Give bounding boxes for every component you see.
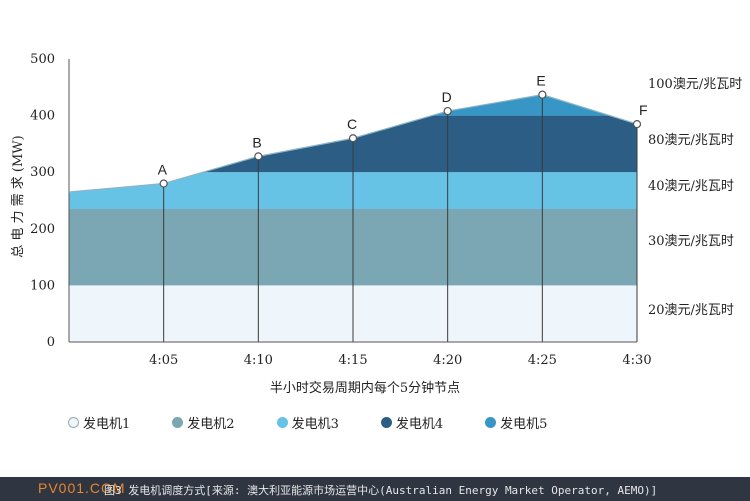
point-label: B [252, 134, 261, 150]
price-label: 30澳元/兆瓦时 [648, 233, 734, 249]
site-logo: PV001.COM [38, 480, 126, 496]
x-tick-label: 4:10 [244, 353, 273, 368]
x-tick-label: 4:20 [433, 353, 462, 368]
legend-swatch [276, 416, 288, 428]
point-label: A [158, 162, 168, 178]
demand-point [254, 152, 263, 161]
drop-lines [163, 94, 638, 342]
figure-caption: 图3 发电机调度方式[来源: 澳大利亚能源市场运营中心(Australian E… [104, 484, 658, 497]
y-tick-label: 0 [47, 335, 55, 350]
demand-point [348, 134, 358, 143]
legend-item: 发电机1 [68, 413, 130, 432]
legend-label: 发电机3 [291, 416, 339, 432]
footer-bar: PV001.COM 图3 发电机调度方式[来源: 澳大利亚能源市场运营中心(Au… [0, 477, 750, 501]
x-tick-label: 4:05 [149, 353, 178, 368]
demand-point [159, 179, 168, 188]
y-axis-title: 总 电 力 需 求 (MW) [11, 135, 26, 257]
price-label: 100澳元/兆瓦时 [648, 76, 742, 92]
y-tick-label: 200 [30, 222, 55, 237]
legend-label: 发电机4 [395, 416, 444, 432]
legend-label: 发电机1 [83, 416, 131, 432]
legend-swatch [485, 416, 497, 428]
demand-point [443, 106, 452, 116]
y-tick-label: 500 [30, 52, 55, 67]
demand-point [632, 119, 642, 129]
x-tick-label: 4:30 [622, 353, 651, 368]
demand-points: A B C D E F [68, 73, 648, 193]
point-label: D [442, 89, 452, 105]
price-label: 40澳元/兆瓦时 [648, 178, 734, 194]
x-axis-title: 半小时交易周期内每个5分钟节点 [270, 380, 460, 396]
price-labels: 100澳元/兆瓦时 80澳元/兆瓦时 40澳元/兆瓦时 30澳元/兆瓦时 20澳元/兆瓦… [648, 76, 742, 318]
point-label: F [639, 102, 648, 118]
y-tick-label: 400 [30, 109, 55, 124]
demand-point [538, 90, 547, 99]
x-tick-label: 4:15 [338, 353, 367, 368]
legend-label: 发电机2 [187, 416, 235, 432]
band-发电机5 [69, 94, 637, 116]
axes [68, 59, 637, 343]
legend-swatch [68, 416, 79, 428]
price-label: 20澳元/兆瓦时 [648, 302, 734, 318]
legend-swatch [172, 416, 184, 428]
tick-labels: 0 100 200 300 400 500 4:05 4:10 4:15 4:20 4:25 4:30 [30, 52, 651, 368]
point-label: E [536, 73, 545, 89]
chart: 0 100 200 300 400 500 4:05 4:10 4:15 4:20 4:25 4:30… [11, 52, 742, 396]
y-tick-label: 100 [30, 278, 55, 293]
legend-item: 发电机4 [380, 413, 444, 432]
legend: 发电机1 发电机2 发电机3 发电机4 发电机5 [68, 410, 688, 434]
price-label: 80澳元/兆瓦时 [648, 132, 734, 148]
legend-label: 发电机5 [500, 416, 548, 432]
legend-item: 发电机3 [276, 413, 339, 432]
x-tick-label: 4:25 [528, 353, 557, 368]
legend-item: 发电机5 [485, 413, 547, 432]
legend-item: 发电机2 [172, 413, 235, 432]
legend-swatch [380, 416, 392, 428]
y-tick-label: 300 [30, 165, 55, 180]
point-label: C [347, 116, 357, 132]
